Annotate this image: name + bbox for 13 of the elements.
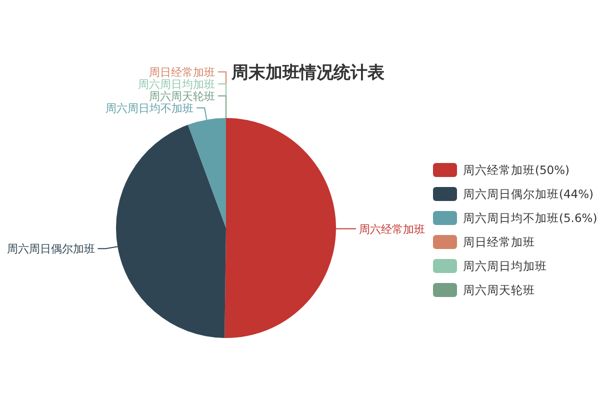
legend-label: 周六周日均加班 — [463, 259, 547, 273]
chart-title: 周末加班情况统计表 — [230, 63, 386, 83]
category-label: 周六周日均加班 — [138, 78, 215, 91]
slice-label: 周六周日均不加班 — [106, 102, 194, 115]
category-label: 周日经常加班 — [149, 66, 215, 79]
legend-label: 周六周天轮班 — [463, 283, 535, 297]
category-label: 周六周日偶尔加班(44%) — [463, 187, 594, 201]
category-label: 周六周天轮班 — [149, 90, 215, 103]
category-label: 周六经常加班(50%) — [463, 163, 570, 177]
category-label: 周六周日均不加班(5.6%) — [463, 211, 598, 225]
slice-label: 周六经常加班 — [359, 222, 425, 236]
slice-label: 周六周日偶尔加班 — [6, 242, 95, 256]
legend-label: 周日经常加班 — [463, 235, 535, 249]
